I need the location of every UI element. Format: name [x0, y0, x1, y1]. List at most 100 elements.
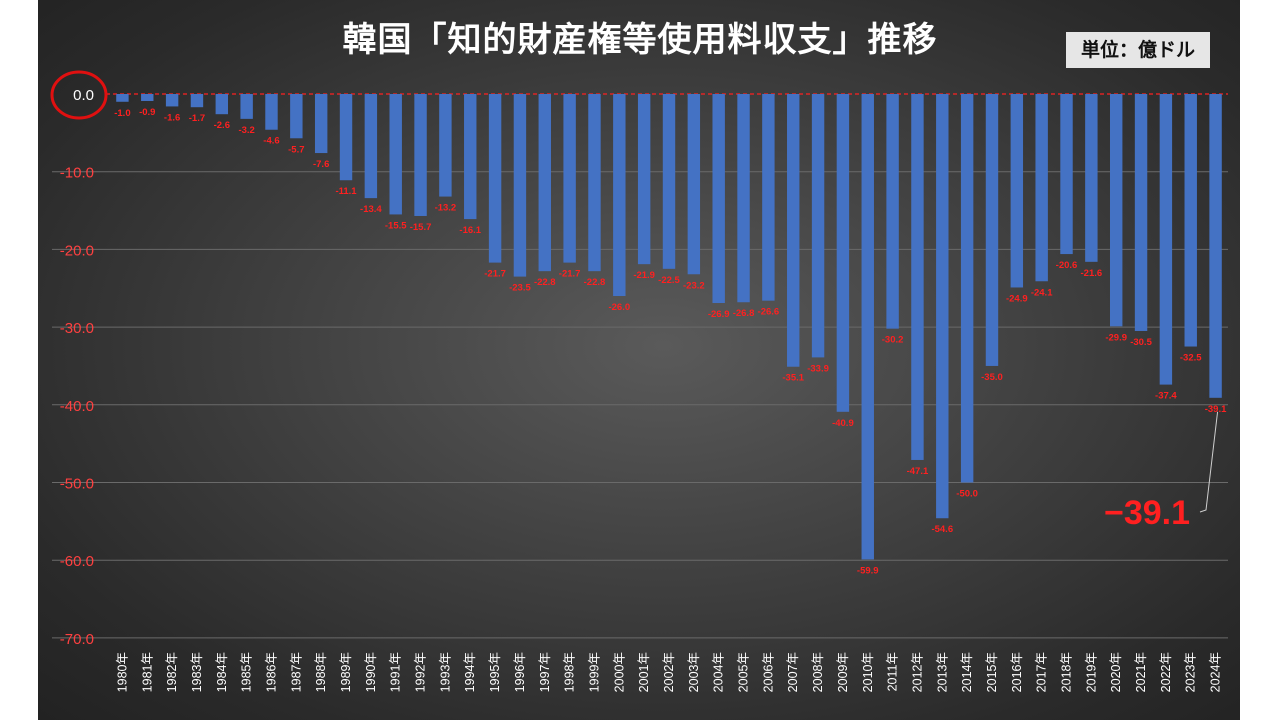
data-label: -24.9 [1006, 293, 1028, 304]
x-tick-label: 1989年 [339, 652, 353, 692]
x-tick-label: 2012年 [910, 652, 924, 692]
bar [1035, 94, 1048, 282]
y-tick-label: -60.0 [60, 553, 94, 570]
bar [1209, 94, 1222, 398]
x-tick-label: 2023年 [1184, 652, 1198, 692]
x-tick-label: 2018年 [1060, 652, 1074, 692]
data-label: -3.2 [238, 125, 254, 136]
bars [116, 94, 1222, 560]
data-label: -5.7 [288, 144, 304, 155]
y-tick-label: -40.0 [60, 398, 94, 415]
x-tick-label: 1991年 [389, 652, 403, 692]
bar [414, 94, 427, 216]
y-tick-label: -70.0 [60, 631, 94, 648]
bar [886, 94, 899, 329]
x-tick-label: 2019年 [1084, 652, 1098, 692]
callout-leader-line [1199, 411, 1219, 513]
x-tick-label: 2005年 [737, 652, 751, 692]
bar [141, 94, 154, 101]
x-tick-label: 2024年 [1209, 652, 1223, 692]
bar [712, 94, 725, 304]
data-label: -32.5 [1180, 353, 1202, 364]
x-tick-label: 1987年 [289, 652, 303, 692]
x-tick-label: 1995年 [488, 652, 502, 692]
data-label: -23.5 [509, 283, 531, 294]
zero-highlight-circle [50, 70, 108, 120]
data-label: -26.6 [758, 307, 780, 318]
y-tick-label: -10.0 [60, 165, 94, 182]
x-tick-label: 2010年 [861, 652, 875, 692]
x-tick-label: 1998年 [563, 652, 577, 692]
data-label: -30.2 [882, 335, 904, 346]
data-label: -15.7 [410, 222, 432, 233]
data-label: -11.1 [335, 186, 357, 197]
data-label: -39.1 [1205, 404, 1227, 415]
x-tick-label: 2009年 [836, 652, 850, 692]
x-tick-label: 2007年 [786, 652, 800, 692]
latest-value-callout: −39.1 [1104, 494, 1191, 532]
data-label: -26.9 [708, 309, 730, 320]
bar [314, 94, 328, 154]
x-tick-label: 1994年 [463, 652, 477, 692]
x-tick-label: 1982年 [165, 652, 179, 692]
x-tick-label: 1980年 [115, 652, 129, 692]
x-tick-label: 2015年 [985, 652, 999, 692]
bar [1109, 94, 1123, 327]
data-label: -21.9 [633, 270, 655, 281]
bar [563, 94, 576, 263]
data-label: -50.0 [956, 489, 978, 500]
x-tick-label: 2014年 [960, 652, 974, 692]
data-label: -26.8 [733, 308, 755, 319]
data-label: -20.6 [1056, 260, 1078, 271]
bar [687, 94, 701, 275]
data-label: -33.9 [807, 363, 829, 374]
x-tick-label: 2021年 [1134, 652, 1148, 692]
data-label: -40.9 [832, 418, 854, 429]
data-labels: -1.0 -0.9 -1.6 -1.7 -2.6 -3.2 -4.6 -5.7 -7.6 -11.… [114, 107, 1227, 576]
data-label: -15.5 [385, 220, 407, 231]
bar [911, 94, 924, 460]
x-tick-label: 2016年 [1010, 652, 1024, 692]
bar [737, 94, 750, 303]
x-tick-label: 1997年 [538, 652, 552, 692]
x-tick-label: 1999年 [587, 652, 601, 692]
bar [215, 94, 229, 115]
x-tick-label: 1984年 [215, 652, 229, 692]
bar [960, 94, 974, 483]
data-label: -22.5 [658, 275, 680, 286]
y-axis: 0.0 -10.0 -20.0 -30.0 -40.0 -50.0 -60.0 -70.0 [60, 87, 94, 648]
data-label: -4.6 [263, 136, 279, 147]
data-label: -21.7 [484, 269, 506, 280]
data-label: -37.4 [1155, 391, 1177, 402]
data-label: -1.6 [164, 112, 180, 123]
x-tick-label: 2008年 [811, 652, 825, 692]
data-label: -24.1 [1031, 287, 1053, 298]
bar [1010, 94, 1024, 288]
chart-title: 韓国「知的財産権等使用料収支」推移 [342, 20, 938, 60]
data-label: -22.8 [584, 277, 606, 288]
x-tick-label: 1993年 [438, 652, 452, 692]
data-label: -13.2 [435, 203, 457, 214]
data-label: -59.9 [857, 565, 879, 576]
data-label: -26.0 [608, 302, 630, 313]
bar [265, 94, 278, 130]
bar [1134, 94, 1148, 331]
data-label: -22.8 [534, 277, 556, 288]
data-label: -21.7 [559, 269, 581, 280]
bar [190, 94, 204, 108]
bar [1085, 94, 1098, 262]
bar [936, 94, 949, 519]
bar [637, 94, 651, 265]
x-tick-label: 2006年 [761, 652, 775, 692]
x-tick-label: 1985年 [240, 652, 254, 692]
x-tick-label: 2017年 [1035, 652, 1049, 692]
data-label: -23.2 [683, 280, 705, 291]
x-axis: 1980年 1981年 1982年 1983年 1984年 1985年 1986年 1987年… [115, 652, 1222, 692]
bar [364, 94, 378, 199]
data-label: -13.4 [360, 204, 382, 215]
annotations [50, 70, 1219, 513]
bar [836, 94, 850, 412]
data-label: -47.1 [907, 466, 929, 477]
x-tick-label: 1983年 [190, 652, 204, 692]
